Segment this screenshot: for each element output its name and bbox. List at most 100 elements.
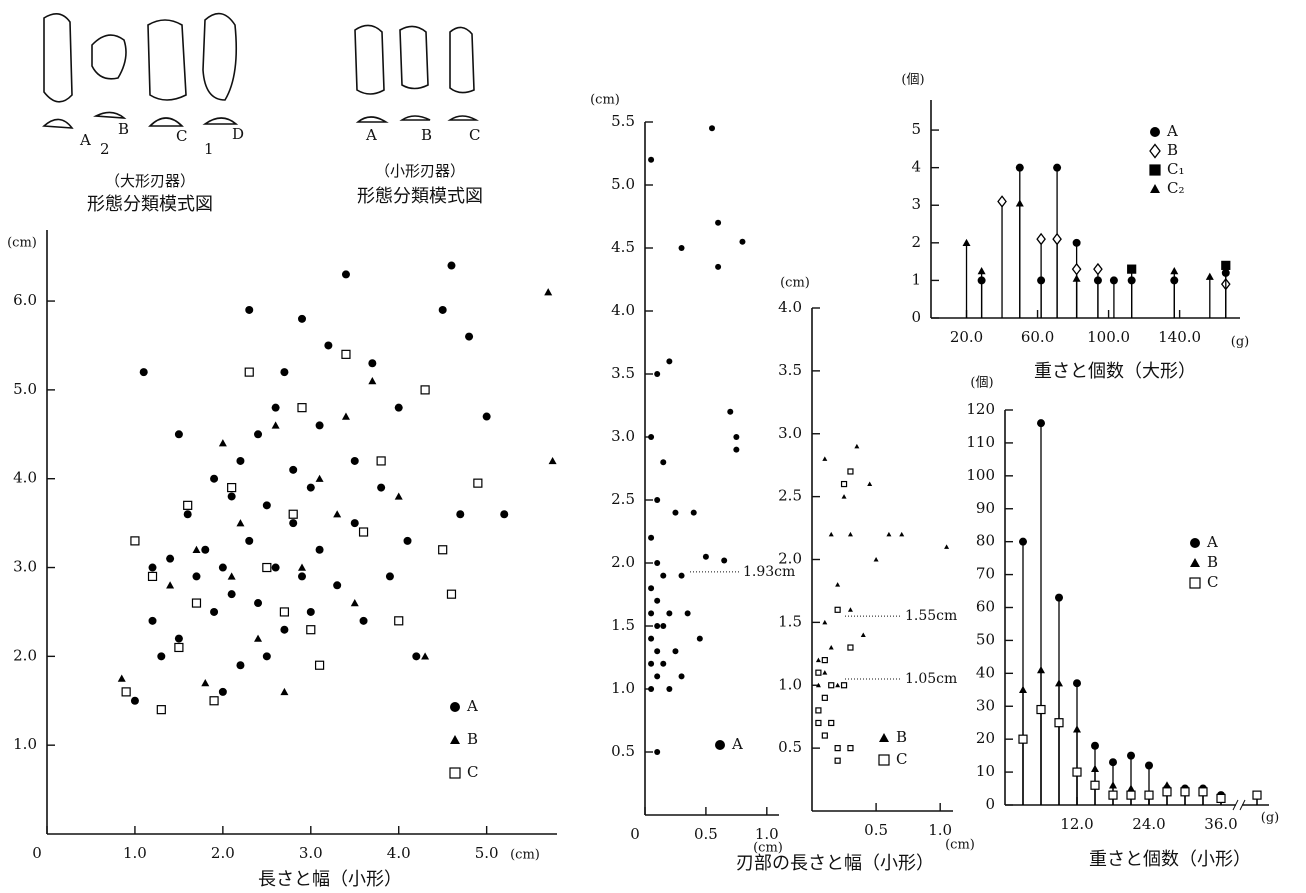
y-tick-label: 1.0 [778, 675, 802, 693]
diagram-label: A [79, 131, 91, 149]
marker [227, 492, 236, 501]
marker [821, 656, 828, 664]
marker [350, 519, 359, 528]
marker [1037, 419, 1045, 428]
marker [1180, 787, 1190, 797]
y-tick-label: 30 [976, 696, 995, 714]
marker [854, 443, 860, 449]
y-tick-label: 4.0 [611, 301, 635, 319]
y-tick-label: 3.0 [611, 427, 635, 445]
marker [1091, 741, 1099, 750]
marker [403, 536, 412, 545]
marker [306, 625, 316, 635]
marker [117, 674, 126, 682]
marker [847, 468, 854, 475]
y-tick-label: 0 [911, 308, 921, 326]
marker [1109, 276, 1118, 285]
tool-shape [91, 34, 127, 80]
y-tick-label: 4.0 [13, 469, 37, 487]
marker [828, 531, 834, 537]
marker [1053, 163, 1062, 172]
x-tick-label: 140.0 [1158, 328, 1201, 346]
marker [648, 156, 655, 163]
marker [1073, 679, 1081, 688]
diagram-label: C [176, 127, 187, 145]
marker [847, 745, 854, 752]
y-axis-label: (個) [901, 73, 924, 88]
legend-marker [450, 702, 460, 712]
marker [544, 288, 553, 296]
marker [280, 625, 289, 634]
legend-marker [878, 754, 890, 766]
y-tick-label: 80 [976, 532, 995, 550]
marker [672, 509, 679, 516]
x-tick-label: 1.0 [928, 821, 952, 839]
marker [236, 456, 245, 465]
marker [271, 421, 280, 429]
marker [834, 745, 841, 752]
marker [254, 634, 263, 642]
legend-marker [879, 733, 889, 742]
marker [678, 245, 685, 251]
marker [847, 607, 853, 612]
tool-shape [449, 26, 475, 94]
marker [654, 371, 661, 377]
tool-shape [399, 25, 429, 90]
reference-label: 1.05cm [905, 671, 957, 687]
legend-label: C [1207, 573, 1218, 591]
marker [350, 599, 359, 607]
x-tick-label: 0.5 [864, 821, 888, 839]
marker [648, 534, 655, 541]
marker [192, 572, 201, 581]
marker [654, 673, 661, 680]
chart-title: 重さと個数（大形） [1034, 361, 1196, 382]
marker [147, 571, 158, 582]
marker [648, 686, 655, 692]
legend-label: C [896, 750, 907, 768]
marker [678, 572, 685, 579]
marker [288, 509, 298, 519]
marker [1127, 751, 1135, 760]
marker [359, 616, 368, 625]
marker [860, 632, 866, 637]
y-tick-label: 20 [976, 729, 995, 747]
legend-label: B [896, 728, 907, 746]
diagram-label: 1 [204, 140, 214, 158]
marker [648, 660, 655, 667]
marker [1126, 790, 1136, 800]
marker [702, 553, 709, 560]
marker [654, 749, 661, 755]
tool-shape [43, 13, 73, 103]
marker [1015, 199, 1024, 207]
legend-label: A [466, 697, 478, 715]
small-blade-diagram: A B C （小形刃器） 形態分類模式図 [354, 24, 483, 207]
marker [1055, 593, 1063, 602]
x-tick-label: 0 [630, 825, 640, 843]
marker [690, 509, 697, 516]
marker [1108, 790, 1118, 800]
marker [1055, 679, 1063, 687]
section-shapes [42, 111, 239, 129]
marker [218, 563, 227, 572]
diagram-label: B [118, 120, 129, 138]
marker [899, 531, 905, 537]
marker [236, 519, 245, 527]
marker [333, 510, 342, 518]
x-tick-label: 4.0 [387, 844, 411, 862]
y-tick-label: 3.5 [778, 361, 802, 379]
marker [822, 619, 828, 625]
marker [456, 510, 465, 519]
y-tick-label: 0.5 [611, 742, 635, 760]
marker [298, 563, 306, 571]
marker [245, 305, 254, 314]
marker [1170, 267, 1179, 275]
marker [821, 694, 828, 701]
y-tick-label: 2.5 [778, 487, 802, 505]
y-tick-label: 0 [985, 795, 995, 813]
x-tick-label: 24.0 [1132, 815, 1165, 833]
marker [721, 557, 728, 564]
marker [279, 607, 290, 617]
marker [465, 332, 474, 341]
tool-shape [202, 12, 238, 101]
marker [227, 482, 237, 493]
